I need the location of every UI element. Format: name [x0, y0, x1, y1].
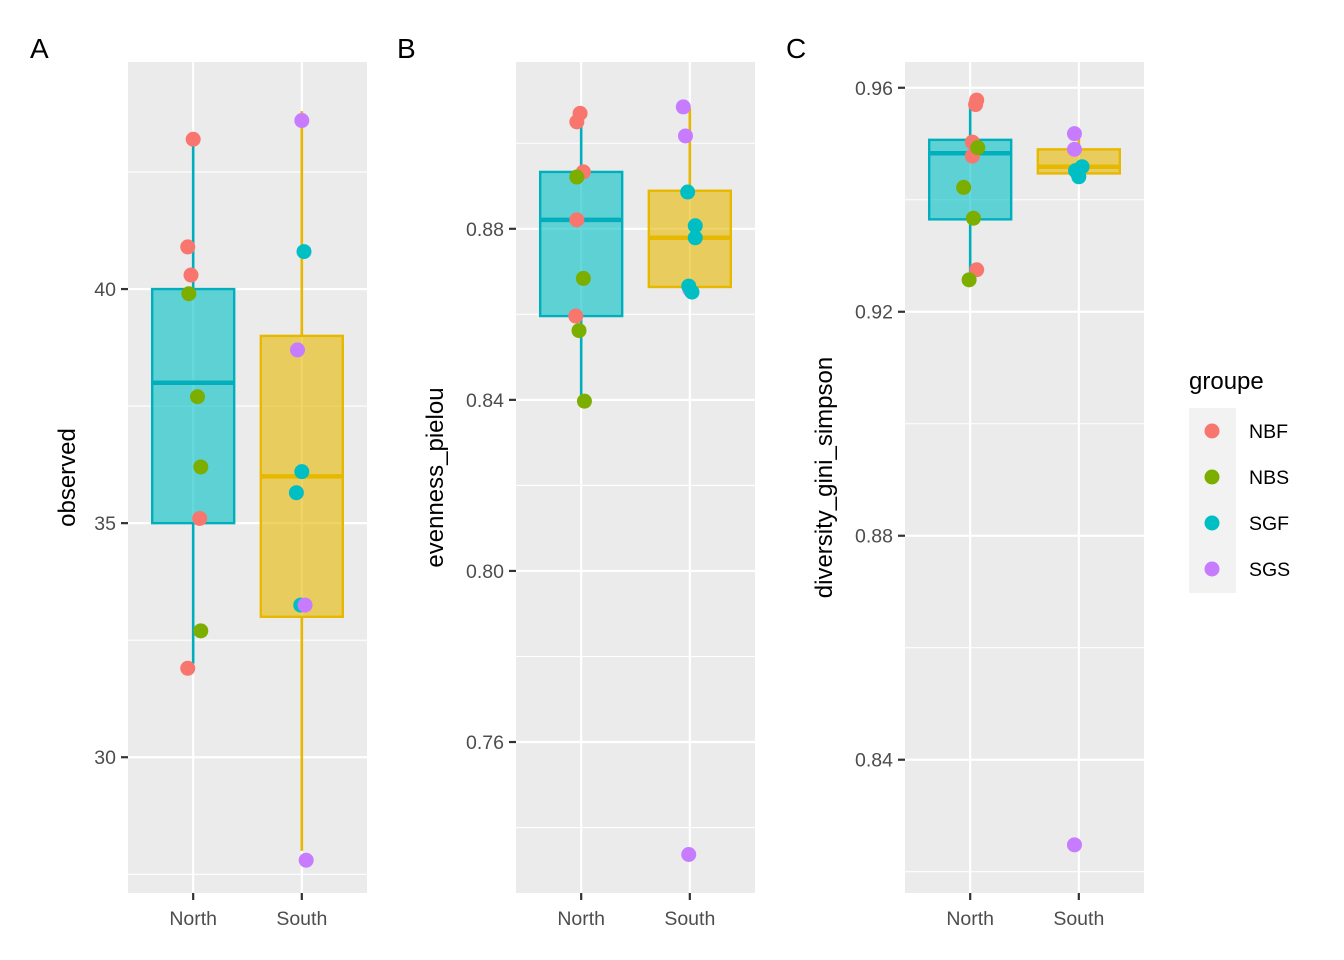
x-tick-label: North — [169, 908, 217, 930]
panel-tag: A — [30, 33, 49, 64]
legend-item-sgf: SGF — [1204, 513, 1289, 535]
y-tick-label: 40 — [94, 279, 116, 301]
y-axis-title: diversity_gini_simpson — [811, 357, 838, 598]
data-point-sgf — [288, 485, 304, 501]
data-point-nbf — [568, 308, 584, 324]
data-point-nbs — [193, 459, 209, 475]
data-point-nbs — [569, 169, 585, 185]
y-axis-title: evenness_pielou — [422, 387, 449, 567]
panel-a: 30 35 40 North South observed A — [30, 33, 367, 930]
box-north — [150, 139, 236, 664]
box-iqr — [538, 170, 624, 318]
data-point-sgs — [297, 597, 313, 613]
data-point-sgf — [681, 278, 697, 294]
y-tick-label: 0.88 — [855, 526, 893, 548]
box-iqr — [150, 287, 236, 525]
data-point-nbs — [193, 623, 209, 639]
data-point-nbs — [961, 272, 977, 288]
data-point-nbs — [970, 140, 986, 156]
legend-key-dot — [1204, 515, 1220, 531]
x-tick-label: North — [557, 908, 605, 930]
data-point-sgs — [1066, 837, 1082, 853]
panel-b: 0.76 0.80 0.84 0.88 North South evenness_pielo… — [397, 33, 755, 930]
legend-key-dot — [1204, 469, 1220, 485]
data-point-sgs — [294, 113, 310, 129]
data-point-nbf — [569, 114, 585, 130]
y-tick-label: 0.92 — [855, 302, 893, 324]
data-point-sgs — [677, 128, 693, 144]
panel-c: 0.84 0.88 0.92 0.96 North South diversity_gini… — [786, 33, 1144, 930]
data-point-nbf — [569, 212, 585, 228]
y-tick-label: 30 — [94, 747, 116, 769]
legend-item-sgs: SGS — [1204, 559, 1290, 581]
legend-item-nbf: NBF — [1204, 421, 1288, 443]
legend-title: groupe — [1189, 368, 1264, 395]
data-point-nbf — [183, 267, 199, 283]
x-tick-label: North — [946, 908, 994, 930]
data-point-sgf — [687, 230, 703, 246]
data-point-sgf — [296, 244, 312, 260]
x-tick-label: South — [276, 908, 327, 930]
data-point-nbs — [956, 179, 972, 195]
y-axis-title: observed — [54, 428, 81, 527]
data-point-sgs — [298, 852, 314, 868]
box-north — [538, 119, 624, 399]
data-point-nbf — [185, 131, 201, 147]
legend-key-dot — [1204, 561, 1220, 577]
y-tick-label: 0.88 — [466, 219, 504, 241]
data-point-nbf — [192, 510, 208, 526]
y-tick-label: 0.84 — [855, 750, 893, 772]
legend-label: SGS — [1249, 559, 1290, 581]
y-tick-label: 35 — [94, 513, 116, 535]
data-point-nbf — [180, 239, 196, 255]
data-point-nbs — [190, 389, 206, 405]
data-point-nbs — [576, 393, 592, 409]
data-point-nbs — [571, 323, 587, 339]
data-point-sgf — [687, 218, 703, 234]
data-point-nbf — [180, 660, 196, 676]
data-point-nbs — [965, 210, 981, 226]
legend-key-dot — [1204, 423, 1220, 439]
data-point-sgs — [681, 847, 697, 863]
data-point-sgs — [1066, 126, 1082, 142]
legend-label: SGF — [1249, 513, 1289, 535]
y-tick-label: 0.80 — [466, 561, 504, 583]
data-point-sgf — [680, 184, 696, 200]
x-tick-label: South — [664, 908, 715, 930]
data-point-sgs — [675, 99, 691, 115]
data-point-sgs — [1066, 141, 1082, 157]
legend-label: NBS — [1249, 467, 1289, 489]
legend: groupe NBF NBS SGF SGS — [1189, 368, 1290, 593]
panel-tag: C — [786, 33, 806, 64]
x-tick-label: South — [1053, 908, 1104, 930]
data-point-sgf — [1071, 169, 1087, 185]
data-point-nbf — [968, 97, 984, 113]
data-point-nbs — [181, 286, 197, 302]
data-point-nbs — [575, 270, 591, 286]
data-point-sgf — [294, 464, 310, 480]
data-point-sgs — [289, 342, 305, 358]
panel-tag: B — [397, 33, 416, 64]
y-tick-label: 0.96 — [855, 78, 893, 100]
y-tick-label: 0.84 — [466, 390, 504, 412]
legend-label: NBF — [1249, 421, 1288, 443]
legend-item-nbs: NBS — [1204, 467, 1289, 489]
y-tick-label: 0.76 — [466, 732, 504, 754]
